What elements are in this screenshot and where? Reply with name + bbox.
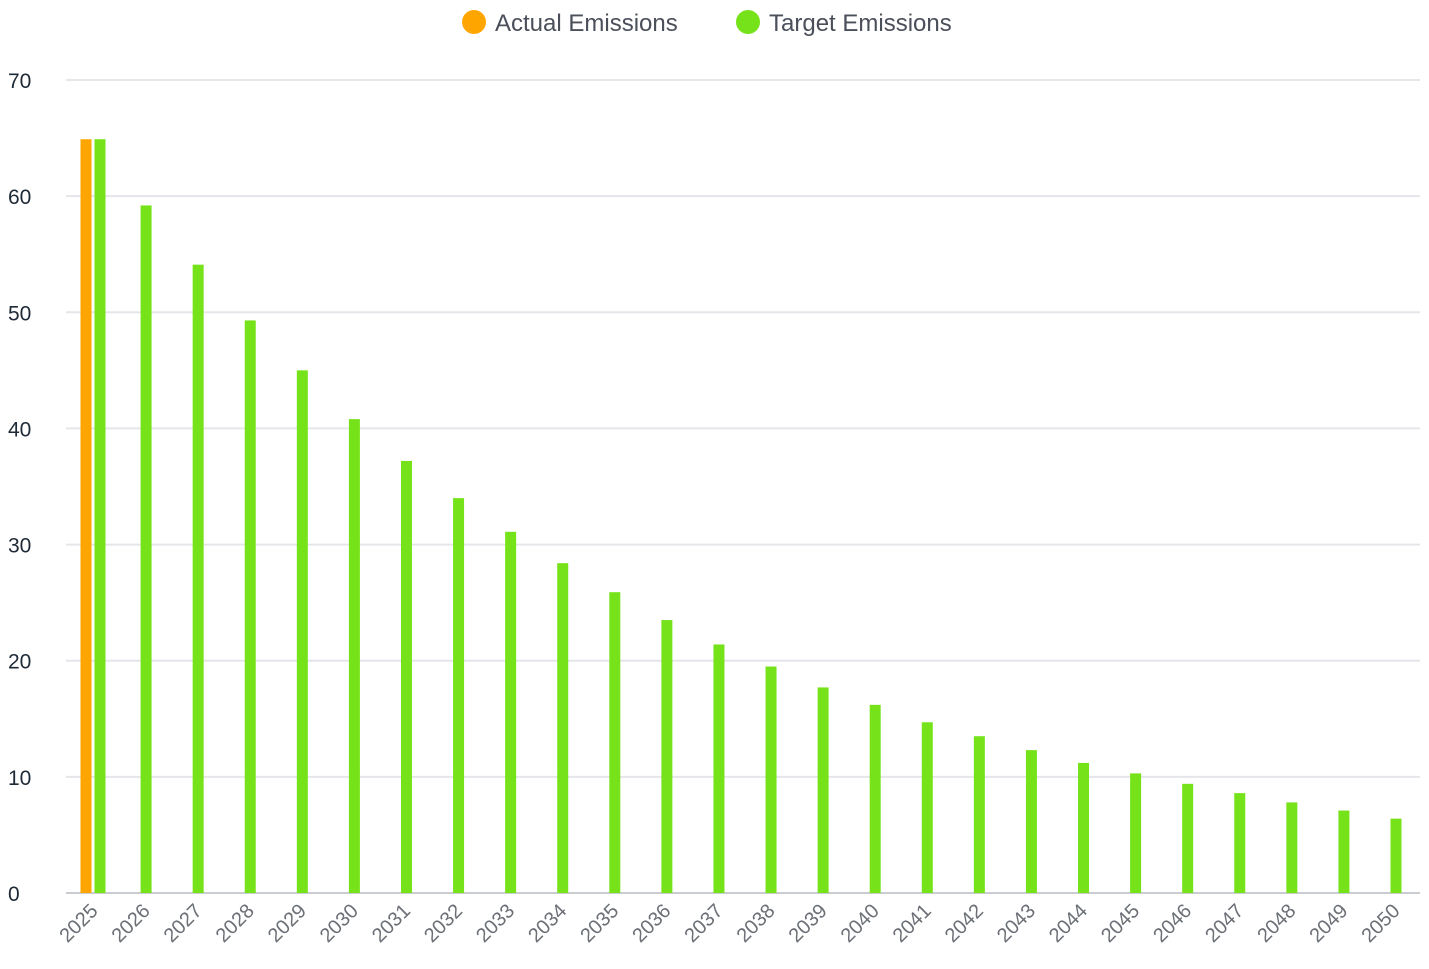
x-tick-label: 2044 [1045, 900, 1092, 947]
x-tick-label: 2050 [1358, 900, 1405, 947]
x-tick-label: 2045 [1097, 900, 1144, 947]
bar-target-emissions-2035 [609, 592, 621, 893]
bar-target-emissions-2028 [244, 320, 256, 893]
x-tick-label: 2042 [941, 900, 988, 947]
bar-target-emissions-2029 [296, 370, 308, 893]
y-tick-label: 10 [8, 767, 31, 790]
bar-target-emissions-2025 [94, 139, 106, 894]
x-tick-label: 2034 [524, 900, 571, 947]
bar-target-emissions-2047 [1234, 793, 1246, 893]
x-tick-label: 2047 [1201, 900, 1248, 947]
x-tick-label: 2043 [993, 900, 1040, 947]
x-tick-label: 2029 [264, 900, 311, 947]
x-tick-label: 2027 [160, 900, 207, 947]
bar-target-emissions-2037 [713, 644, 725, 893]
x-axis: 2025 2026 2027 2028 2029 2030 2031 2032 2033 2034… [56, 900, 1405, 947]
bar-target-emissions-2046 [1182, 783, 1194, 893]
x-tick-label: 2032 [420, 900, 467, 947]
x-tick-label: 2031 [368, 900, 415, 947]
x-tick-label: 2028 [212, 900, 259, 947]
bar-target-emissions-2030 [348, 419, 360, 893]
bar-target-emissions-2027 [192, 264, 204, 894]
bar-target-emissions-2033 [505, 531, 517, 893]
x-tick-label: 2038 [733, 900, 780, 947]
y-tick-label: 30 [8, 535, 31, 558]
bar-target-emissions-2031 [400, 460, 412, 893]
x-tick-label: 2041 [889, 900, 936, 947]
bar-target-emissions-2050 [1390, 818, 1402, 893]
x-tick-label: 2048 [1253, 900, 1300, 947]
x-tick-label: 2035 [576, 900, 623, 947]
legend-label-1: Target Emissions [769, 10, 952, 37]
x-tick-label: 2037 [680, 900, 727, 947]
x-tick-label: 2025 [56, 900, 103, 947]
y-axis: 0 10 20 30 40 50 60 70 [8, 70, 31, 906]
x-tick-label: 2030 [316, 900, 363, 947]
bar-target-emissions-2032 [453, 498, 465, 893]
bar-target-emissions-2041 [921, 722, 933, 893]
x-tick-label: 2036 [628, 900, 675, 947]
bar-target-emissions-2045 [1130, 773, 1142, 893]
bar-target-emissions-2049 [1338, 810, 1350, 893]
bar-target-emissions-2036 [661, 620, 673, 893]
x-tick-label: 2026 [108, 900, 155, 947]
x-tick-label: 2033 [472, 900, 519, 947]
legend: Actual Emissions Target Emissions [462, 10, 952, 37]
x-tick-label: 2039 [785, 900, 832, 947]
bar-target-emissions-2040 [869, 704, 881, 893]
y-tick-label: 50 [8, 302, 31, 325]
x-tick-label: 2049 [1305, 900, 1352, 947]
gridlines [66, 79, 1420, 894]
bar-target-emissions-2038 [765, 666, 777, 893]
y-tick-label: 60 [8, 186, 31, 209]
bar-target-emissions-2048 [1286, 802, 1298, 893]
bar-actual-emissions-2025 [80, 139, 92, 894]
bar-target-emissions-2044 [1078, 762, 1090, 893]
x-tick-label: 2040 [837, 900, 884, 947]
legend-label-0: Actual Emissions [495, 10, 678, 37]
y-tick-label: 20 [8, 651, 31, 674]
y-tick-label: 70 [8, 70, 31, 93]
legend-marker-0 [462, 10, 486, 34]
legend-marker-1 [736, 10, 760, 34]
bar-target-emissions-2043 [1025, 750, 1037, 893]
bar-target-emissions-2034 [557, 563, 569, 893]
x-tick-label: 2046 [1149, 900, 1196, 947]
bars [80, 139, 1402, 894]
bar-target-emissions-2039 [817, 687, 829, 893]
bar-target-emissions-2042 [973, 736, 985, 893]
y-tick-label: 40 [8, 418, 31, 441]
y-tick-label: 0 [8, 883, 20, 906]
bar-target-emissions-2026 [140, 205, 152, 894]
